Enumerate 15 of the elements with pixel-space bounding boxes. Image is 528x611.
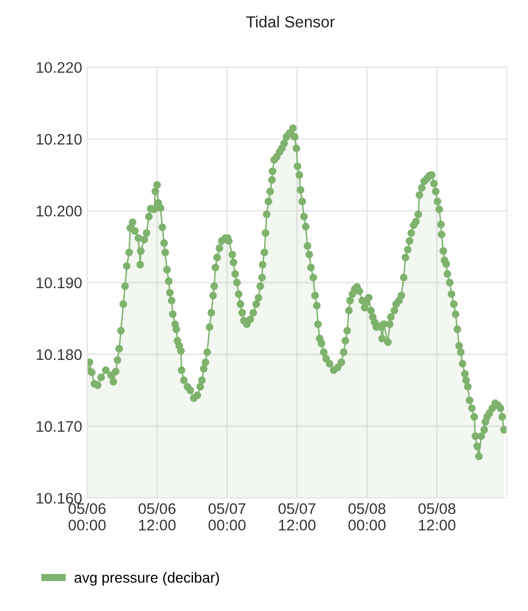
x-tick-label: 05/06 00:00 [68,502,106,531]
y-tick-label: 10.210 [36,134,82,145]
y-tick-label: 10.160 [36,492,82,504]
y-tick-label: 10.220 [36,62,82,73]
x-tick-label: 05/08 00:00 [348,502,386,531]
y-tick-label: 10.180 [36,349,82,360]
chart-title: Tidal Sensor [246,16,335,28]
legend-label: avg pressure (decibar) [74,572,219,586]
y-tick-label: 10.170 [36,421,82,432]
y-tick-label: 10.190 [36,277,82,288]
x-tick-label: 05/07 12:00 [278,502,316,531]
x-tick-label: 05/07 00:00 [208,502,246,531]
x-tick-label: 05/08 12:00 [418,502,456,531]
x-tick-label: 05/06 12:00 [138,502,176,531]
y-tick-label: 10.200 [36,206,82,216]
